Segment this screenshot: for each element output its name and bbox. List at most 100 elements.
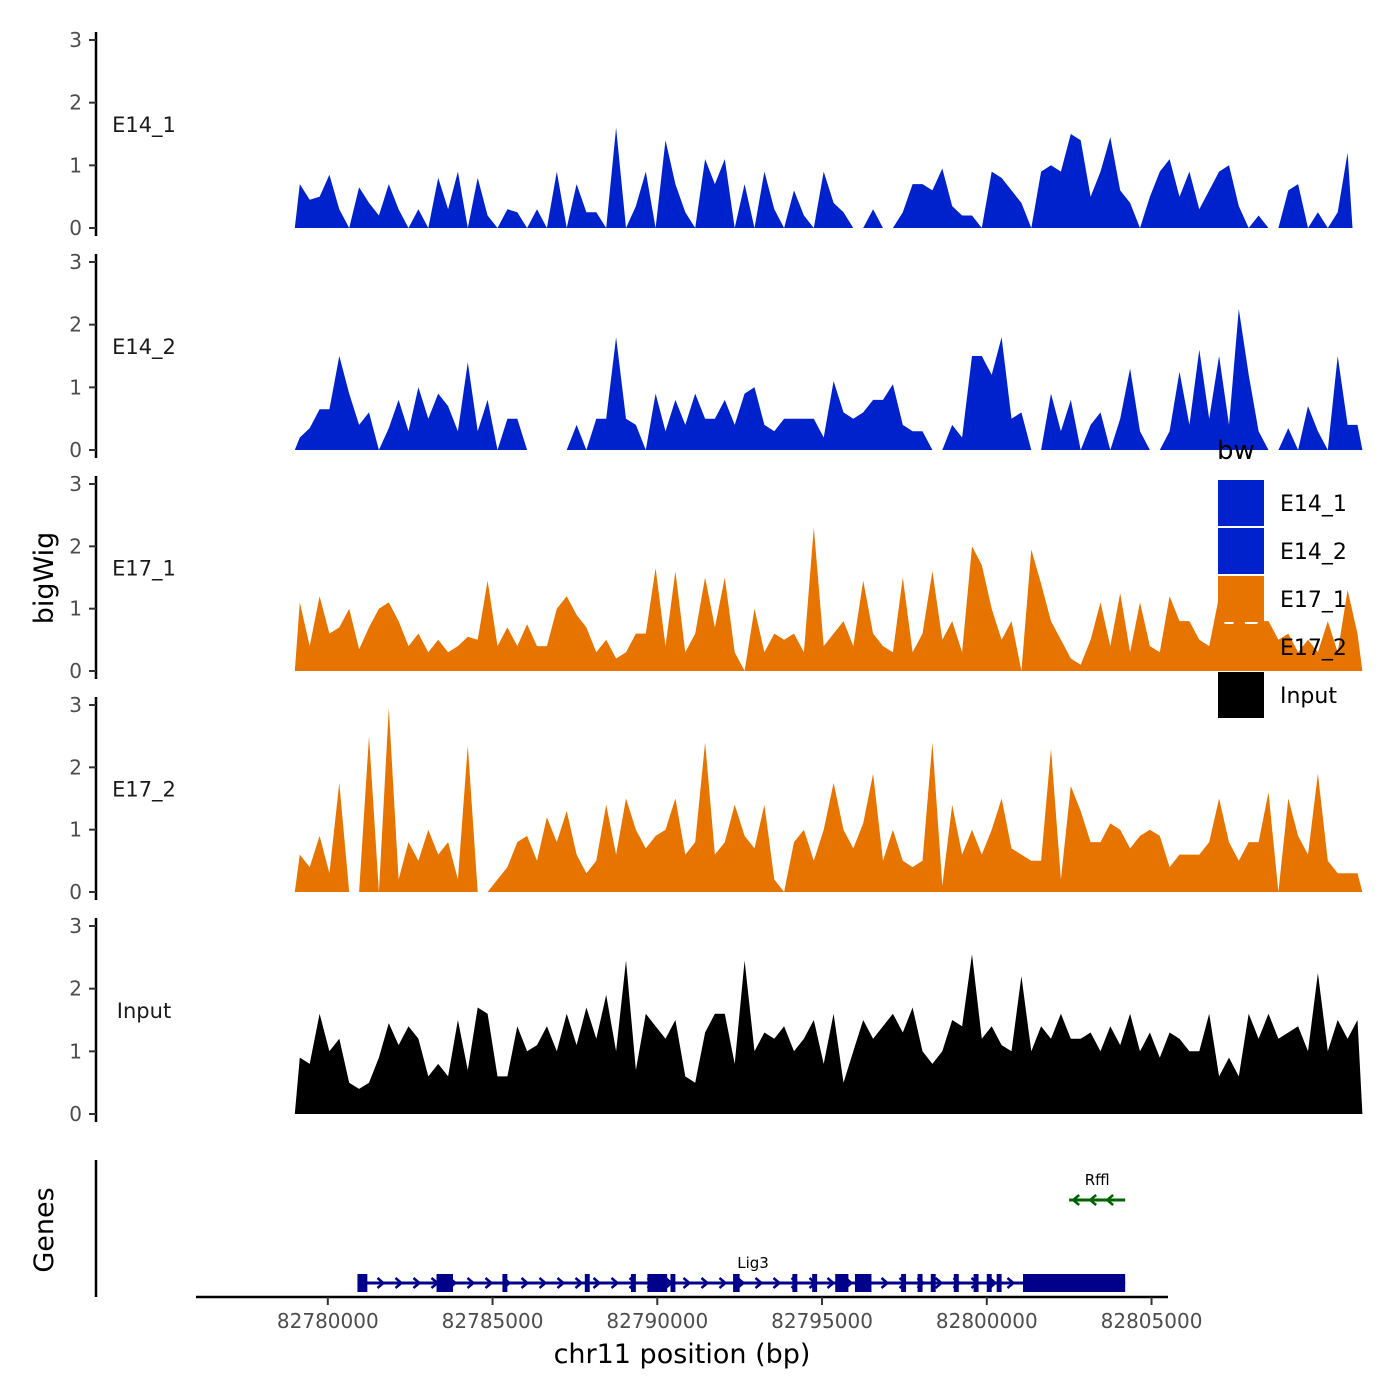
x-tick-label: 82805000 (1101, 1309, 1203, 1333)
coverage-area-E17_1 (294, 527, 1363, 671)
track-E17_2: 0 1 2 3 E17_2 (69, 693, 1363, 904)
x-axis-title: chr11 position (bp) (554, 1339, 811, 1370)
strand-chevron (934, 1277, 944, 1289)
strand-chevron (592, 1277, 602, 1289)
y-tick-label: 1 (69, 818, 82, 842)
x-tick-label: 82790000 (606, 1309, 708, 1333)
exon-block (733, 1274, 740, 1292)
exon-block (670, 1274, 676, 1292)
y-tick-label: 2 (69, 755, 82, 779)
coverage-area-E17_2 (294, 708, 1363, 892)
strand-chevron (1105, 1194, 1114, 1206)
y-tick-label: 1 (69, 1039, 82, 1063)
legend-swatch-E14_2 (1218, 528, 1264, 574)
gene-name-label: Rffl (1085, 1171, 1110, 1189)
strand-chevron (520, 1277, 530, 1289)
track-Input: 0 1 2 3 Input (69, 914, 1363, 1126)
track-label: E17_1 (112, 557, 176, 582)
legend-label-E14_1: E14_1 (1280, 492, 1347, 517)
exon-block (854, 1274, 872, 1292)
exon-block (973, 1274, 979, 1292)
coverage-area-E14_2 (294, 309, 1363, 450)
exon-block (930, 1274, 936, 1292)
y-tick-label: 2 (69, 977, 82, 1001)
exon-block (986, 1274, 992, 1292)
exon-block (357, 1274, 368, 1292)
y-tick-label: 3 (69, 28, 82, 52)
legend-swatch-E17_2 (1218, 624, 1264, 670)
y-tick-label: 0 (69, 438, 82, 462)
strand-chevron (700, 1277, 710, 1289)
exon-block (917, 1274, 923, 1292)
legend-label-E14_2: E14_2 (1280, 540, 1347, 565)
strand-chevron (466, 1277, 476, 1289)
strand-chevron (376, 1277, 386, 1289)
y-tick-label: 1 (69, 375, 82, 399)
y-axis-title: bigWig (29, 532, 60, 625)
y-tick-label: 0 (69, 880, 82, 904)
track-E14_2: 0 1 2 3 E14_2 (69, 250, 1363, 462)
strand-chevron (772, 1277, 782, 1289)
exon-block (584, 1274, 590, 1292)
genes-panel: Lig3 Rffl (94, 1160, 1126, 1297)
y-tick-label: 0 (69, 1102, 82, 1126)
exon-block (647, 1274, 668, 1292)
y-tick-label: 0 (69, 659, 82, 683)
y-tick-label: 3 (69, 914, 82, 938)
exon-block (436, 1274, 454, 1292)
x-tick-label: 82795000 (771, 1309, 873, 1333)
exon-block (835, 1274, 849, 1292)
y-tick-label: 3 (69, 693, 82, 717)
strand-chevron (880, 1277, 890, 1289)
gene-Rffl: Rffl (1069, 1171, 1126, 1206)
strand-chevron (538, 1277, 548, 1289)
strand-chevron (574, 1277, 584, 1289)
legend-swatch-Input (1218, 672, 1264, 718)
y-tick-label: 2 (69, 91, 82, 115)
track-label: E14_1 (112, 113, 176, 138)
legend: bw E14_1 E14_2 E17_1 E17_2 Input (1217, 436, 1347, 718)
track-label: Input (117, 999, 171, 1023)
y-tick-label: 3 (69, 250, 82, 274)
track-E14_1: 0 1 2 3 E14_1 (69, 28, 1353, 240)
x-tick-label: 82800000 (936, 1309, 1038, 1333)
track-E17_1: 0 1 2 3 E17_1 (69, 472, 1363, 683)
strand-chevron (826, 1277, 836, 1289)
y-tick-label: 1 (69, 597, 82, 621)
strand-chevron (1071, 1194, 1080, 1206)
track-label: E17_2 (112, 778, 176, 803)
exon-block (1023, 1274, 1126, 1292)
legend-title: bw (1217, 436, 1255, 466)
strand-chevron (682, 1277, 692, 1289)
exon-block (901, 1274, 907, 1292)
gene-Lig3: Lig3 (357, 1254, 1126, 1292)
strand-chevron (484, 1277, 494, 1289)
coverage-area-Input (294, 954, 1363, 1114)
legend-swatch-E17_1 (1218, 576, 1264, 622)
y-tick-label: 3 (69, 472, 82, 496)
y-tick-label: 2 (69, 534, 82, 558)
legend-label-E17_1: E17_1 (1280, 588, 1347, 613)
y-tick-label: 1 (69, 153, 82, 177)
legend-label-E17_2: E17_2 (1280, 636, 1347, 661)
gene-name-label: Lig3 (737, 1254, 769, 1272)
exon-block (630, 1274, 636, 1292)
legend-label-Input: Input (1280, 684, 1337, 709)
strand-chevron (394, 1277, 404, 1289)
coverage-area-E14_1 (294, 127, 1353, 228)
strand-chevron (610, 1277, 620, 1289)
bigwig-tracks: 0 1 2 3 E14_1 0 1 2 3 E14_2 0 1 2 3 E17_1 0 1 2 3 E17_2 0 1 2 3… (69, 28, 1363, 1126)
strand-chevron (412, 1277, 422, 1289)
y-tick-label: 0 (69, 216, 82, 240)
exon-block (792, 1274, 798, 1292)
y-tick-label: 2 (69, 313, 82, 337)
strand-chevron (718, 1277, 728, 1289)
legend-swatch-E14_1 (1218, 480, 1264, 526)
exon-block (812, 1274, 818, 1292)
genes-axis-title: Genes (29, 1187, 60, 1272)
exon-block (996, 1274, 1002, 1292)
strand-chevron (556, 1277, 566, 1289)
x-tick-label: 82780000 (277, 1309, 379, 1333)
track-label: E14_2 (112, 335, 176, 360)
